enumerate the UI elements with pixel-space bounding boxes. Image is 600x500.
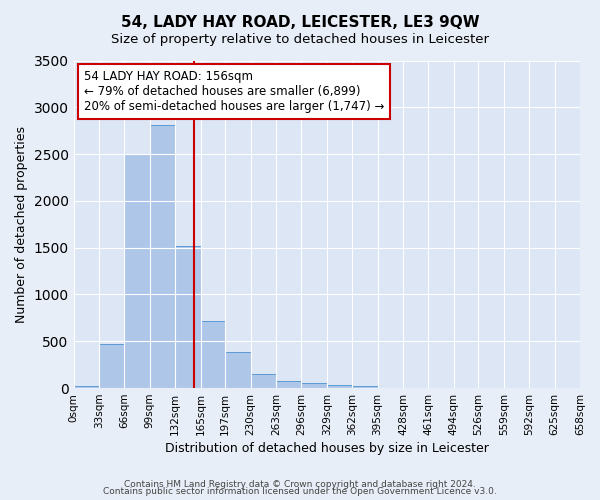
Bar xyxy=(99,344,124,388)
Bar xyxy=(276,381,301,388)
Y-axis label: Number of detached properties: Number of detached properties xyxy=(15,126,28,323)
Bar xyxy=(150,125,175,388)
Text: 54, LADY HAY ROAD, LEICESTER, LE3 9QW: 54, LADY HAY ROAD, LEICESTER, LE3 9QW xyxy=(121,15,479,30)
Text: Contains public sector information licensed under the Open Government Licence v3: Contains public sector information licen… xyxy=(103,487,497,496)
Text: Contains HM Land Registry data © Crown copyright and database right 2024.: Contains HM Land Registry data © Crown c… xyxy=(124,480,476,489)
Bar xyxy=(225,352,251,388)
X-axis label: Distribution of detached houses by size in Leicester: Distribution of detached houses by size … xyxy=(165,442,489,455)
Bar xyxy=(124,154,150,388)
Bar xyxy=(175,246,200,388)
Bar xyxy=(74,386,99,388)
Text: 54 LADY HAY ROAD: 156sqm
← 79% of detached houses are smaller (6,899)
20% of sem: 54 LADY HAY ROAD: 156sqm ← 79% of detach… xyxy=(83,70,384,114)
Bar xyxy=(352,386,377,388)
Bar xyxy=(251,374,276,388)
Bar xyxy=(200,320,225,388)
Text: Size of property relative to detached houses in Leicester: Size of property relative to detached ho… xyxy=(111,32,489,46)
Bar xyxy=(301,383,327,388)
Bar xyxy=(327,385,352,388)
